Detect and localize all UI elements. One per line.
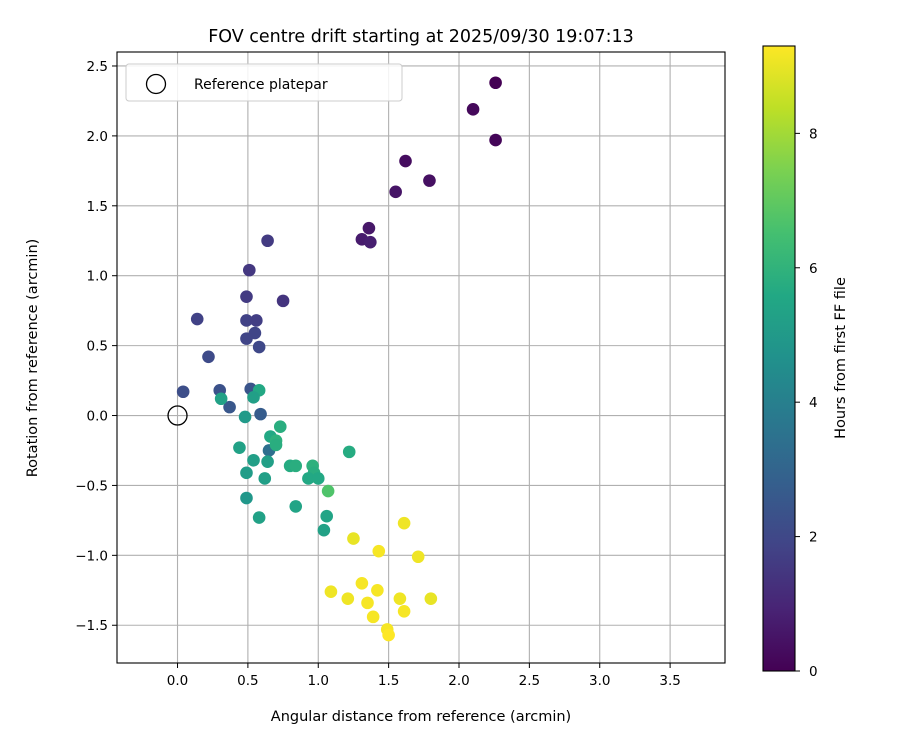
- data-point: [411, 550, 425, 564]
- data-point: [366, 610, 380, 624]
- x-tick-label: 1.0: [308, 673, 329, 689]
- y-tick-label: 0.0: [87, 409, 108, 425]
- data-point: [399, 154, 412, 168]
- data-point: [389, 185, 402, 199]
- colorbar-tick-label: 8: [809, 126, 818, 142]
- data-point: [397, 516, 411, 530]
- data-points: [176, 76, 502, 642]
- data-point: [252, 511, 266, 524]
- grid-lines: [117, 52, 725, 663]
- data-point: [371, 583, 384, 597]
- data-point: [311, 472, 325, 485]
- data-point: [289, 459, 303, 473]
- x-tick-label: 0.0: [167, 673, 188, 689]
- chart-title: FOV centre drift starting at 2025/09/30 …: [208, 27, 634, 47]
- y-tick-label: −0.5: [75, 478, 108, 494]
- data-point: [240, 466, 253, 480]
- data-point: [258, 472, 272, 485]
- data-point: [214, 392, 228, 406]
- data-point: [423, 174, 436, 187]
- data-point: [276, 294, 290, 308]
- data-point: [240, 314, 253, 327]
- data-point: [466, 103, 480, 116]
- data-point: [302, 472, 315, 485]
- legend: Reference platepar: [125, 63, 403, 102]
- data-point: [393, 592, 407, 605]
- colorbar-tick-label: 6: [809, 261, 818, 277]
- data-point: [361, 596, 374, 610]
- legend-label: Reference platepar: [194, 77, 328, 93]
- data-point: [397, 604, 411, 618]
- x-tick-label: 2.5: [519, 673, 540, 689]
- y-tick-label: 0.5: [87, 339, 108, 355]
- colorbar-tick-label: 0: [809, 664, 818, 680]
- data-point: [254, 407, 267, 421]
- data-point: [489, 76, 502, 90]
- data-point: [489, 133, 502, 147]
- data-point: [321, 484, 335, 498]
- data-point: [372, 544, 386, 558]
- y-tick-label: 1.5: [87, 199, 108, 215]
- reference-platepar-marker: [167, 405, 188, 426]
- data-point: [355, 577, 369, 590]
- data-point: [320, 509, 334, 523]
- colorbar-tick-label: 4: [809, 395, 818, 411]
- plot-frame: [116, 51, 726, 664]
- x-tick-label: 1.5: [378, 673, 399, 689]
- y-axis-label: Rotation from reference (arcmin): [25, 239, 41, 478]
- y-tick-label: −1.0: [75, 548, 108, 564]
- data-point: [247, 453, 260, 467]
- data-point: [317, 523, 331, 537]
- data-point: [202, 350, 215, 364]
- data-point: [240, 290, 253, 303]
- data-point: [261, 234, 274, 248]
- data-point: [362, 221, 376, 235]
- x-tick-label: 3.5: [659, 673, 680, 689]
- data-point: [341, 592, 355, 605]
- colorbar-tick-label: 2: [809, 530, 818, 546]
- legend-reference-marker: [145, 73, 167, 95]
- data-point: [269, 438, 283, 452]
- x-tick-label: 3.0: [589, 673, 610, 689]
- y-tick-label: −1.5: [75, 618, 108, 634]
- colorbar-ticks: 0 2 4 6 8: [795, 126, 818, 680]
- data-point: [252, 340, 266, 354]
- colorbar-label: Hours from first FF file: [833, 277, 849, 439]
- data-point: [190, 312, 204, 326]
- legend-box: [125, 63, 403, 102]
- data-point: [382, 628, 395, 642]
- data-point: [242, 263, 256, 277]
- y-tick-label: 1.0: [87, 269, 108, 285]
- x-tick-label: 0.5: [237, 673, 258, 689]
- data-point: [240, 332, 253, 345]
- x-axis-label: Angular distance from reference (arcmin): [271, 709, 571, 725]
- data-point: [240, 491, 253, 505]
- data-point: [233, 441, 246, 454]
- y-axis-ticks: −1.5 −1.0 −0.5 0.0 0.5 1.0 1.5 2.0 2.5: [75, 59, 117, 634]
- data-point: [250, 314, 263, 327]
- data-point: [176, 385, 190, 399]
- data-point: [364, 235, 377, 249]
- y-tick-label: 2.0: [87, 129, 108, 145]
- data-point: [273, 420, 287, 434]
- data-point: [289, 500, 303, 513]
- x-tick-label: 2.0: [448, 673, 469, 689]
- data-point: [223, 400, 236, 414]
- colorbar: [763, 46, 795, 671]
- data-point: [247, 391, 260, 404]
- reference-marker-layer: [167, 405, 188, 426]
- data-point: [238, 410, 252, 424]
- y-tick-label: 2.5: [87, 59, 108, 75]
- data-point: [342, 445, 356, 459]
- data-point: [261, 455, 274, 468]
- colorbar-frame: [762, 45, 796, 672]
- data-point: [424, 592, 438, 605]
- x-axis-ticks: 0.0 0.5 1.0 1.5 2.0 2.5 3.0 3.5: [167, 663, 681, 689]
- data-point: [324, 585, 338, 598]
- data-point: [347, 532, 360, 545]
